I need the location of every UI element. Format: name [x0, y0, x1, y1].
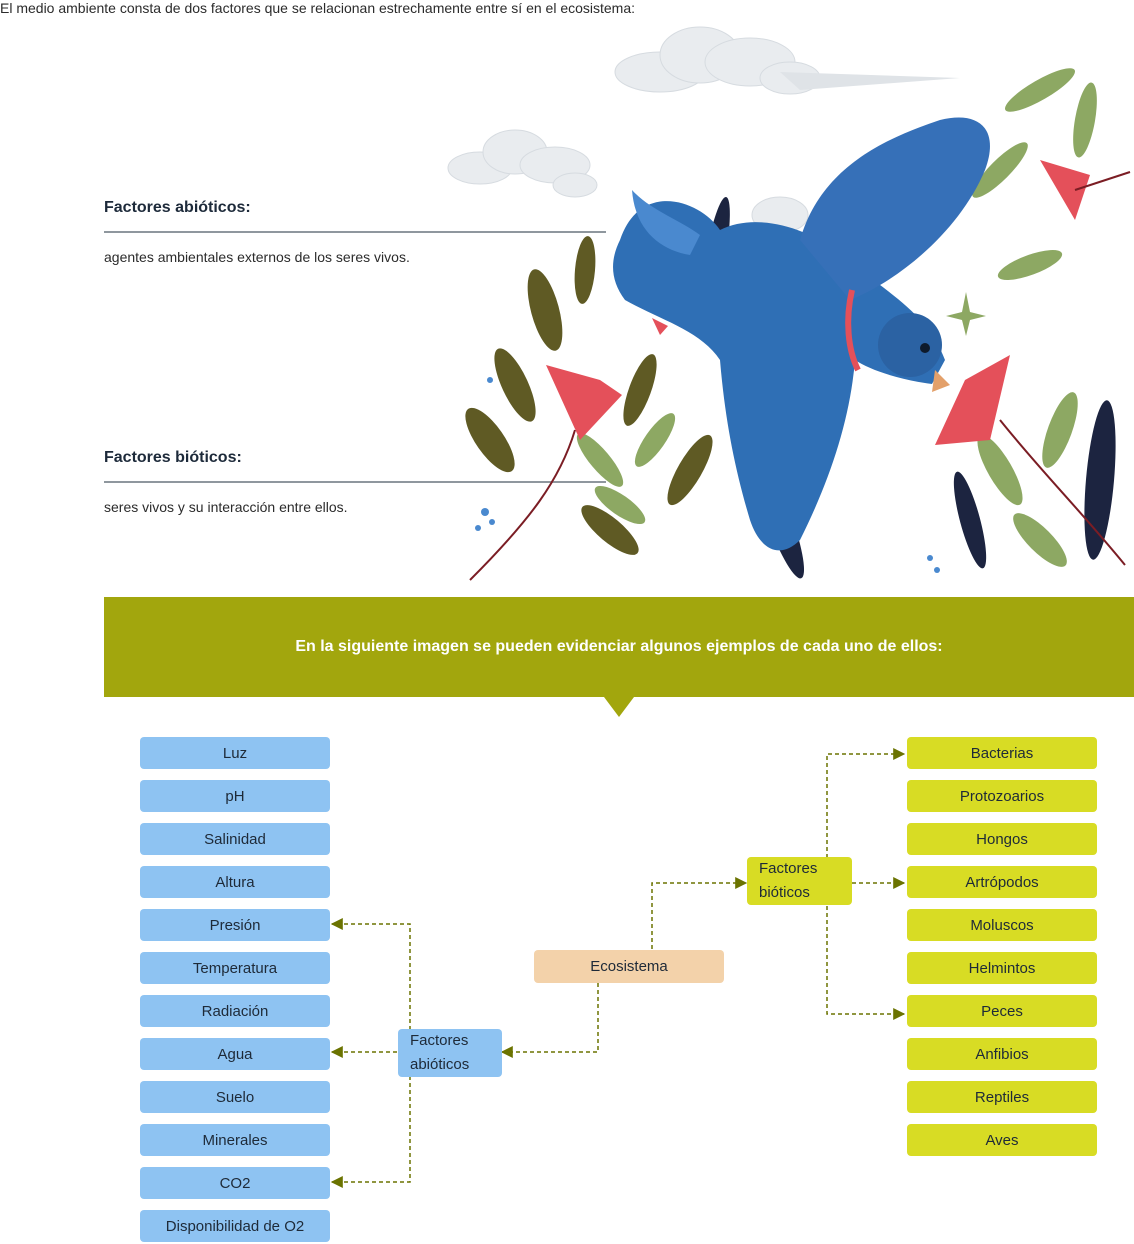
- connector-abiotic-to-co2: [330, 1076, 411, 1188]
- biotic-item: Protozoarios: [907, 780, 1097, 812]
- leaf-sprigs-green: [576, 68, 1097, 567]
- biotic-item: Bacterias: [907, 737, 1097, 769]
- abiotic-item: Disponibilidad de O2: [140, 1210, 330, 1242]
- biotic-item: Helmintos: [907, 952, 1097, 984]
- biotic-item: Reptiles: [907, 1081, 1097, 1113]
- abiotic-item: Minerales: [140, 1124, 330, 1156]
- abiotic-item: Temperatura: [140, 952, 330, 984]
- dots-decoration: [475, 377, 940, 573]
- abiotic-node: Factores abióticos: [398, 1029, 502, 1077]
- abiotic-item: CO2: [140, 1167, 330, 1199]
- abiotic-title: Factores abióticos:: [104, 199, 251, 216]
- biotic-item: Anfibios: [907, 1038, 1097, 1070]
- cloud-icon: [614, 26, 960, 95]
- biotic-divider: [104, 481, 606, 483]
- bird-illustration: [447, 26, 1131, 581]
- abiotic-divider: [104, 231, 606, 233]
- connector-root-to-biotic: [651, 877, 748, 949]
- abiotic-item: Altura: [140, 866, 330, 898]
- cloud-icon: [447, 129, 809, 234]
- abiotic-item: Salinidad: [140, 823, 330, 855]
- abiotic-item: Suelo: [140, 1081, 330, 1113]
- abiotic-item: Luz: [140, 737, 330, 769]
- biotic-item: Peces: [907, 995, 1097, 1027]
- connector-biotic-to-bacterias: [826, 748, 906, 858]
- connector-root-to-abiotic: [500, 983, 599, 1058]
- abiotic-item: Radiación: [140, 995, 330, 1027]
- connector-abiotic-to-presion: [330, 918, 411, 1030]
- abiotic-item: pH: [140, 780, 330, 812]
- banner-pointer: [604, 697, 634, 717]
- flower-stems: [469, 171, 1131, 581]
- flower-icon: [546, 160, 1090, 445]
- connector-biotic-to-peces: [826, 906, 906, 1020]
- biotic-item: Artrópodos: [907, 866, 1097, 898]
- abiotic-item: Presión: [140, 909, 330, 941]
- biotic-node: Factores bióticos: [747, 857, 852, 905]
- root-node: Ecosistema: [534, 950, 724, 983]
- biotic-title: Factores bióticos:: [104, 449, 242, 466]
- abiotic-description: agentes ambientales externos de los sere…: [104, 249, 410, 265]
- biotic-item: Aves: [907, 1124, 1097, 1156]
- leaf-sprigs: [465, 236, 713, 555]
- intro-text: El medio ambiente consta de dos factores…: [0, 0, 636, 16]
- biotic-description: seres vivos y su interacción entre ellos…: [104, 499, 348, 515]
- biotic-item: Hongos: [907, 823, 1097, 855]
- bird-icon: [613, 117, 990, 551]
- abiotic-item: Agua: [140, 1038, 330, 1070]
- biotic-item: Moluscos: [907, 909, 1097, 941]
- sparkle-icon: [946, 292, 986, 336]
- banner: En la siguiente imagen se pueden evidenc…: [104, 597, 1134, 697]
